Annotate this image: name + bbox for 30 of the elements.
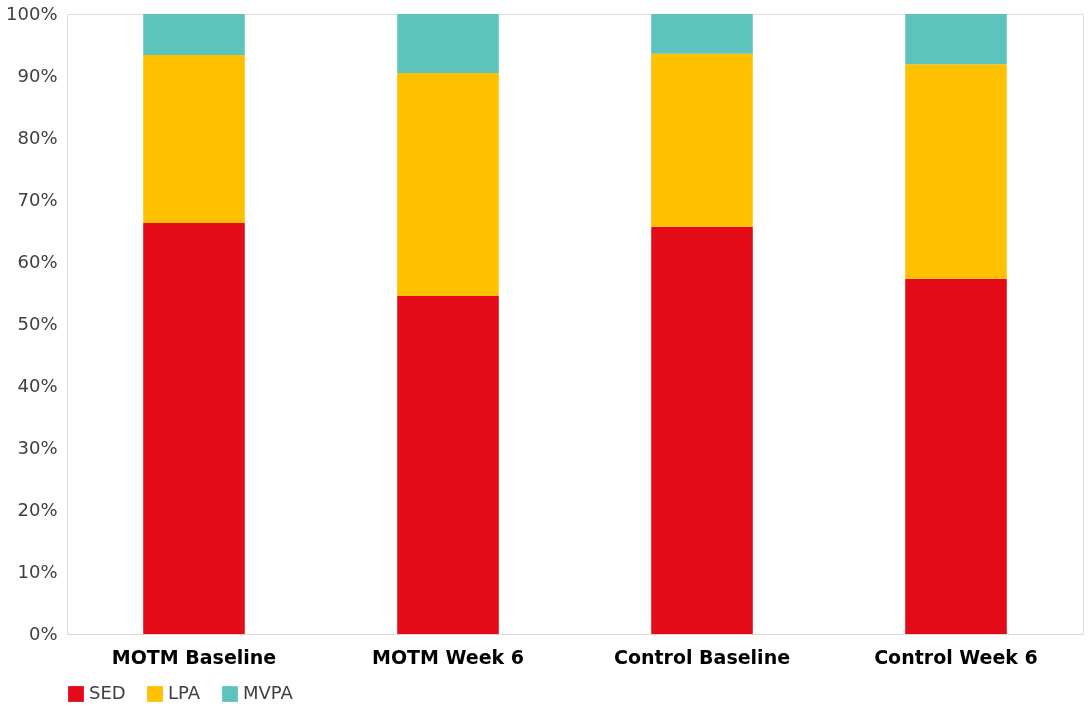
- y-tick-label: 40%: [17, 374, 58, 396]
- bar: [143, 222, 245, 634]
- bar: [905, 278, 1007, 634]
- x-tick-label: Control Baseline: [613, 645, 791, 668]
- y-tick-label: 100%: [6, 2, 58, 24]
- y-tick-label: 30%: [17, 436, 58, 458]
- y-tick-label: 50%: [17, 312, 58, 334]
- legend-label: MVPA: [243, 682, 294, 703]
- bar: [905, 14, 1007, 65]
- y-tick-label: 80%: [17, 126, 58, 148]
- y-tick-label: 10%: [17, 560, 58, 582]
- legend-label: LPA: [168, 682, 201, 703]
- bar: [397, 72, 499, 297]
- bar: [397, 296, 499, 634]
- bar: [651, 53, 753, 227]
- bar: [143, 14, 245, 55]
- x-tick-label: MOTM Week 6: [371, 645, 525, 668]
- y-tick-label: 70%: [17, 188, 58, 210]
- bar: [397, 14, 499, 73]
- y-tick-label: 0%: [28, 622, 58, 644]
- x-tick-label: MOTM Baseline: [111, 645, 277, 668]
- bar: [651, 226, 753, 634]
- x-tick-label: Control Week 6: [874, 645, 1038, 668]
- y-tick-label: 60%: [17, 250, 58, 272]
- y-tick-label: 20%: [17, 498, 58, 520]
- bar: [651, 14, 753, 54]
- legend-label: SED: [89, 682, 126, 703]
- y-tick-label: 90%: [17, 64, 58, 86]
- bar: [905, 64, 1007, 279]
- bar: [143, 54, 245, 223]
